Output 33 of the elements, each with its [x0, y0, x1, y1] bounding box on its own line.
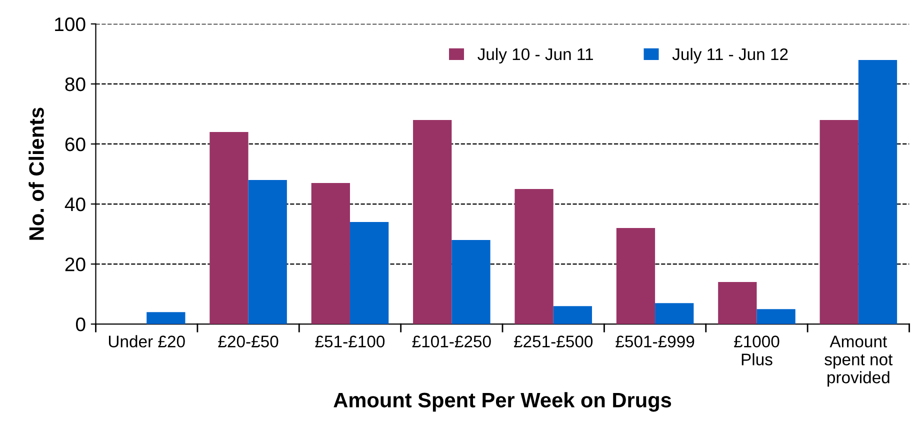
bar — [413, 120, 452, 324]
x-tick-label: Under £20 — [108, 335, 185, 348]
bar — [350, 222, 389, 324]
x-tick-label: £20-£50 — [218, 336, 278, 348]
y-tick-label: 40 — [64, 197, 86, 212]
y-axis-title: No. of Clients — [28, 108, 44, 240]
x-tick-label: £251-£500 — [514, 336, 593, 348]
x-tick-label: £101-£250 — [412, 336, 491, 348]
x-tick-label: £51-£100 — [315, 336, 385, 348]
bar — [452, 240, 490, 324]
x-tick-label: £501-£999 — [616, 336, 694, 348]
bar — [514, 189, 554, 324]
bar — [718, 282, 757, 324]
x-tick-label: Amount spent not provided — [824, 336, 893, 387]
bar — [248, 180, 287, 324]
y-tick-label: 20 — [65, 258, 86, 272]
bar — [820, 120, 858, 324]
legend-label: July 10 - Jun 11 — [478, 48, 593, 64]
bar — [553, 306, 592, 324]
y-tick-label: 100 — [55, 17, 86, 32]
bar — [756, 309, 796, 324]
bar — [655, 303, 694, 324]
legend-label: July 11 - Jun 12 — [672, 48, 788, 64]
x-axis-title: Amount Spent Per Week on Drugs — [334, 392, 672, 412]
bar — [146, 312, 186, 324]
y-tick-label: 0 — [76, 318, 86, 332]
x-tick-label: £1000 Plus — [734, 336, 780, 366]
y-tick-label: 60 — [65, 137, 86, 152]
y-tick-label: 80 — [65, 77, 86, 92]
bar — [210, 132, 248, 324]
bar — [616, 228, 656, 324]
bar — [311, 183, 350, 324]
bar — [858, 60, 898, 324]
